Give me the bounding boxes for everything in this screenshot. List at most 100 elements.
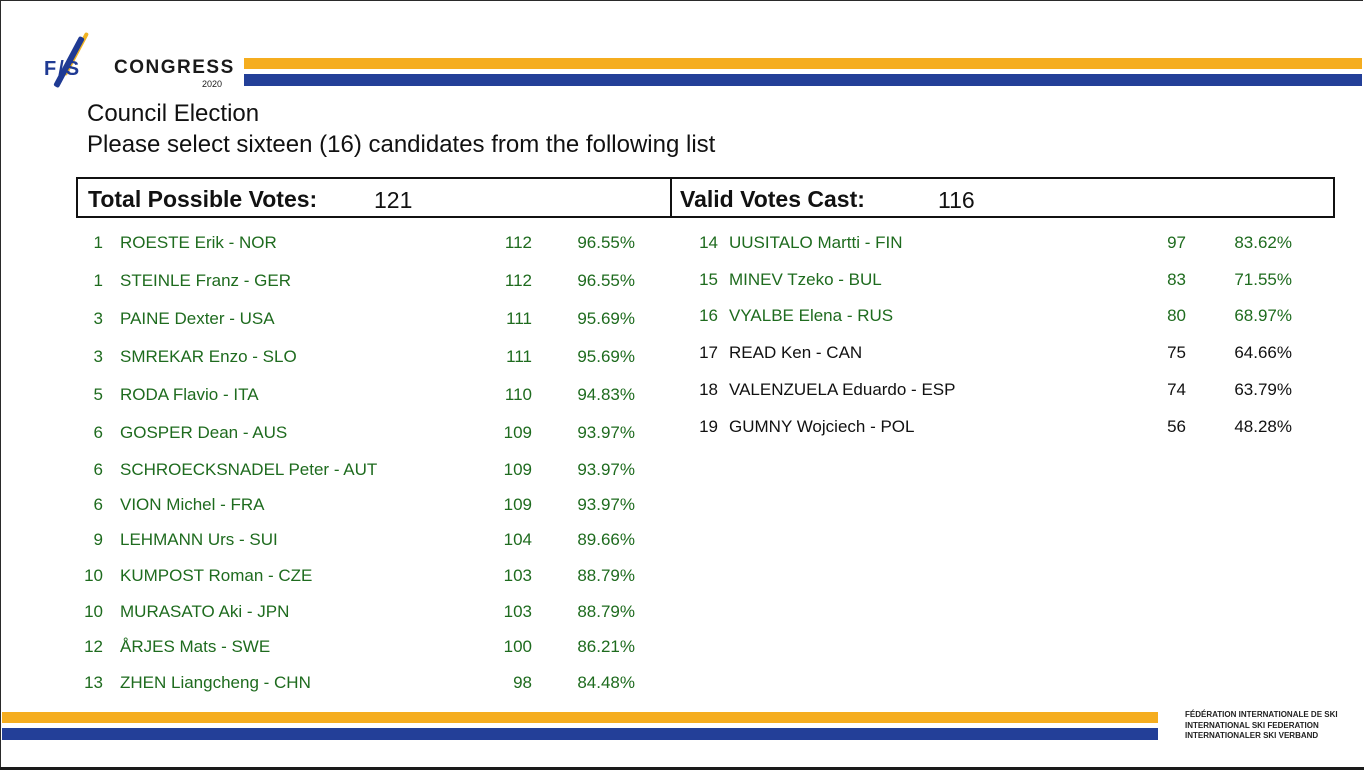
candidate-row: 3 SMREKAR Enzo - SLO 111 95.69% xyxy=(0,347,1364,367)
candidate-rank: 1 xyxy=(93,233,103,252)
candidate-name: PAINE Dexter - USA xyxy=(120,309,275,328)
federation-name-fr: FÉDÉRATION INTERNATIONALE DE SKI xyxy=(1185,710,1338,719)
candidate-percentage: 93.97% xyxy=(577,460,635,479)
candidate-row: 12 ÅRJES Mats - SWE 100 86.21% xyxy=(0,637,1364,657)
candidate-rank: 6 xyxy=(93,460,103,479)
candidate-row: 5 RODA Flavio - ITA 110 94.83% xyxy=(0,385,1364,405)
candidate-rank: 14 xyxy=(699,233,718,252)
candidate-votes: 110 xyxy=(504,385,532,404)
candidate-rank: 3 xyxy=(93,347,103,366)
candidate-percentage: 88.79% xyxy=(577,566,635,585)
candidate-rank: 12 xyxy=(84,637,103,656)
candidate-row: 1 STEINLE Franz - GER 112 96.55% xyxy=(0,271,1364,291)
candidate-row: 3 PAINE Dexter - USA 111 95.69% xyxy=(0,309,1364,329)
page-title: Council Election xyxy=(87,100,260,127)
header-yellow-bar xyxy=(244,58,1362,69)
footer-yellow-bar xyxy=(2,712,1158,723)
candidate-row: 18 VALENZUELA Eduardo - ESP 74 63.79% xyxy=(0,380,1364,400)
candidate-name: GUMNY Wojciech - POL xyxy=(729,417,915,436)
candidate-votes: 111 xyxy=(506,309,532,328)
candidate-percentage: 84.48% xyxy=(577,673,635,692)
candidate-votes: 111 xyxy=(506,347,532,366)
candidate-row: 1 ROESTE Erik - NOR 112 96.55% xyxy=(0,233,1364,253)
candidate-rank: 6 xyxy=(93,495,103,514)
valid-votes-cast-value: 116 xyxy=(938,187,975,213)
candidate-row: 9 LEHMANN Urs - SUI 104 89.66% xyxy=(0,530,1364,550)
candidate-rank: 16 xyxy=(699,306,718,325)
candidate-name: GOSPER Dean - AUS xyxy=(120,423,288,442)
footer-blue-bar xyxy=(2,728,1158,740)
candidate-rank: 10 xyxy=(84,566,103,585)
candidate-votes: 109 xyxy=(503,460,532,479)
candidate-percentage: 48.28% xyxy=(1234,417,1292,436)
candidate-row: 16 VYALBE Elena - RUS 80 68.97% xyxy=(0,306,1364,326)
candidate-percentage: 68.97% xyxy=(1234,306,1292,325)
candidate-votes: 104 xyxy=(503,530,532,549)
candidate-percentage: 93.97% xyxy=(577,495,635,514)
page-subtitle: Please select sixteen (16) candidates fr… xyxy=(87,131,716,158)
candidate-percentage: 89.66% xyxy=(577,530,635,549)
candidate-name: ROESTE Erik - NOR xyxy=(120,233,277,252)
candidate-percentage: 88.79% xyxy=(577,602,635,621)
candidate-votes: 74 xyxy=(1167,380,1186,399)
total-possible-votes-value: 121 xyxy=(374,187,413,213)
header-blue-bar xyxy=(244,74,1362,86)
candidate-name: MINEV Tzeko - BUL xyxy=(729,270,882,289)
candidate-percentage: 64.66% xyxy=(1234,343,1292,362)
candidate-rank: 19 xyxy=(699,417,718,436)
candidate-rank: 6 xyxy=(93,423,103,442)
candidate-percentage: 63.79% xyxy=(1234,380,1292,399)
candidate-name: VION Michel - FRA xyxy=(120,495,265,514)
logo-congress-text: CONGRESS xyxy=(114,57,235,78)
candidate-rank: 9 xyxy=(93,530,103,549)
candidate-name: ÅRJES Mats - SWE xyxy=(120,637,271,656)
candidate-name: READ Ken - CAN xyxy=(729,343,863,362)
candidate-rank: 10 xyxy=(84,602,103,621)
candidate-row: 15 MINEV Tzeko - BUL 83 71.55% xyxy=(0,270,1364,290)
candidate-percentage: 83.62% xyxy=(1234,233,1292,252)
candidate-votes: 75 xyxy=(1167,343,1186,362)
candidate-row: 10 KUMPOST Roman - CZE 103 88.79% xyxy=(0,566,1364,586)
candidate-votes: 109 xyxy=(503,495,532,514)
candidate-name: UUSITALO Martti - FIN xyxy=(729,233,903,252)
candidate-votes: 100 xyxy=(503,637,532,656)
total-possible-votes-label: Total Possible Votes: xyxy=(88,186,318,212)
candidate-name: MURASATO Aki - JPN xyxy=(120,602,290,621)
federation-name: FÉDÉRATION INTERNATIONALE DE SKI INTERNA… xyxy=(1185,710,1338,742)
candidate-votes: 103 xyxy=(503,602,532,621)
candidate-percentage: 86.21% xyxy=(577,637,635,656)
candidate-row: 13 ZHEN Liangcheng - CHN 98 84.48% xyxy=(0,673,1364,693)
candidate-name: KUMPOST Roman - CZE xyxy=(120,566,313,585)
candidate-percentage: 96.55% xyxy=(577,233,635,252)
logo-fis-text: F/S xyxy=(44,58,82,80)
valid-votes-cast-label: Valid Votes Cast: xyxy=(680,186,865,212)
candidate-votes: 83 xyxy=(1167,270,1186,289)
federation-name-en: INTERNATIONAL SKI FEDERATION xyxy=(1185,720,1319,730)
candidate-name: ZHEN Liangcheng - CHN xyxy=(120,673,311,692)
candidate-name: LEHMANN Urs - SUI xyxy=(120,530,278,549)
candidate-percentage: 95.69% xyxy=(577,309,635,328)
candidate-rank: 5 xyxy=(93,385,103,404)
candidate-votes: 98 xyxy=(513,673,532,692)
candidate-votes: 109 xyxy=(503,423,532,442)
candidate-rank: 1 xyxy=(93,271,103,290)
candidate-percentage: 96.55% xyxy=(577,271,635,290)
candidate-percentage: 95.69% xyxy=(577,347,635,366)
candidate-row: 6 GOSPER Dean - AUS 109 93.97% xyxy=(0,423,1364,443)
candidate-name: VYALBE Elena - RUS xyxy=(729,306,894,325)
candidate-rank: 3 xyxy=(93,309,103,328)
candidate-name: VALENZUELA Eduardo - ESP xyxy=(729,380,956,399)
bottom-edge xyxy=(0,767,1364,770)
federation-name-de: INTERNATIONALER SKI VERBAND xyxy=(1185,731,1319,740)
candidate-row: 19 GUMNY Wojciech - POL 56 48.28% xyxy=(0,417,1364,437)
candidate-row: 6 SCHROECKSNADEL Peter - AUT 109 93.97% xyxy=(0,460,1364,480)
totals-box: Total Possible Votes: 121 Valid Votes Ca… xyxy=(76,177,1335,218)
candidate-votes: 80 xyxy=(1167,306,1186,325)
logo-year: 2020 xyxy=(202,79,223,89)
candidate-votes: 103 xyxy=(503,566,532,585)
candidate-votes: 112 xyxy=(504,271,532,290)
candidate-rank: 18 xyxy=(699,380,718,399)
candidate-rank: 15 xyxy=(699,270,718,289)
candidate-name: STEINLE Franz - GER xyxy=(120,271,291,290)
candidate-row: 17 READ Ken - CAN 75 64.66% xyxy=(0,343,1364,363)
